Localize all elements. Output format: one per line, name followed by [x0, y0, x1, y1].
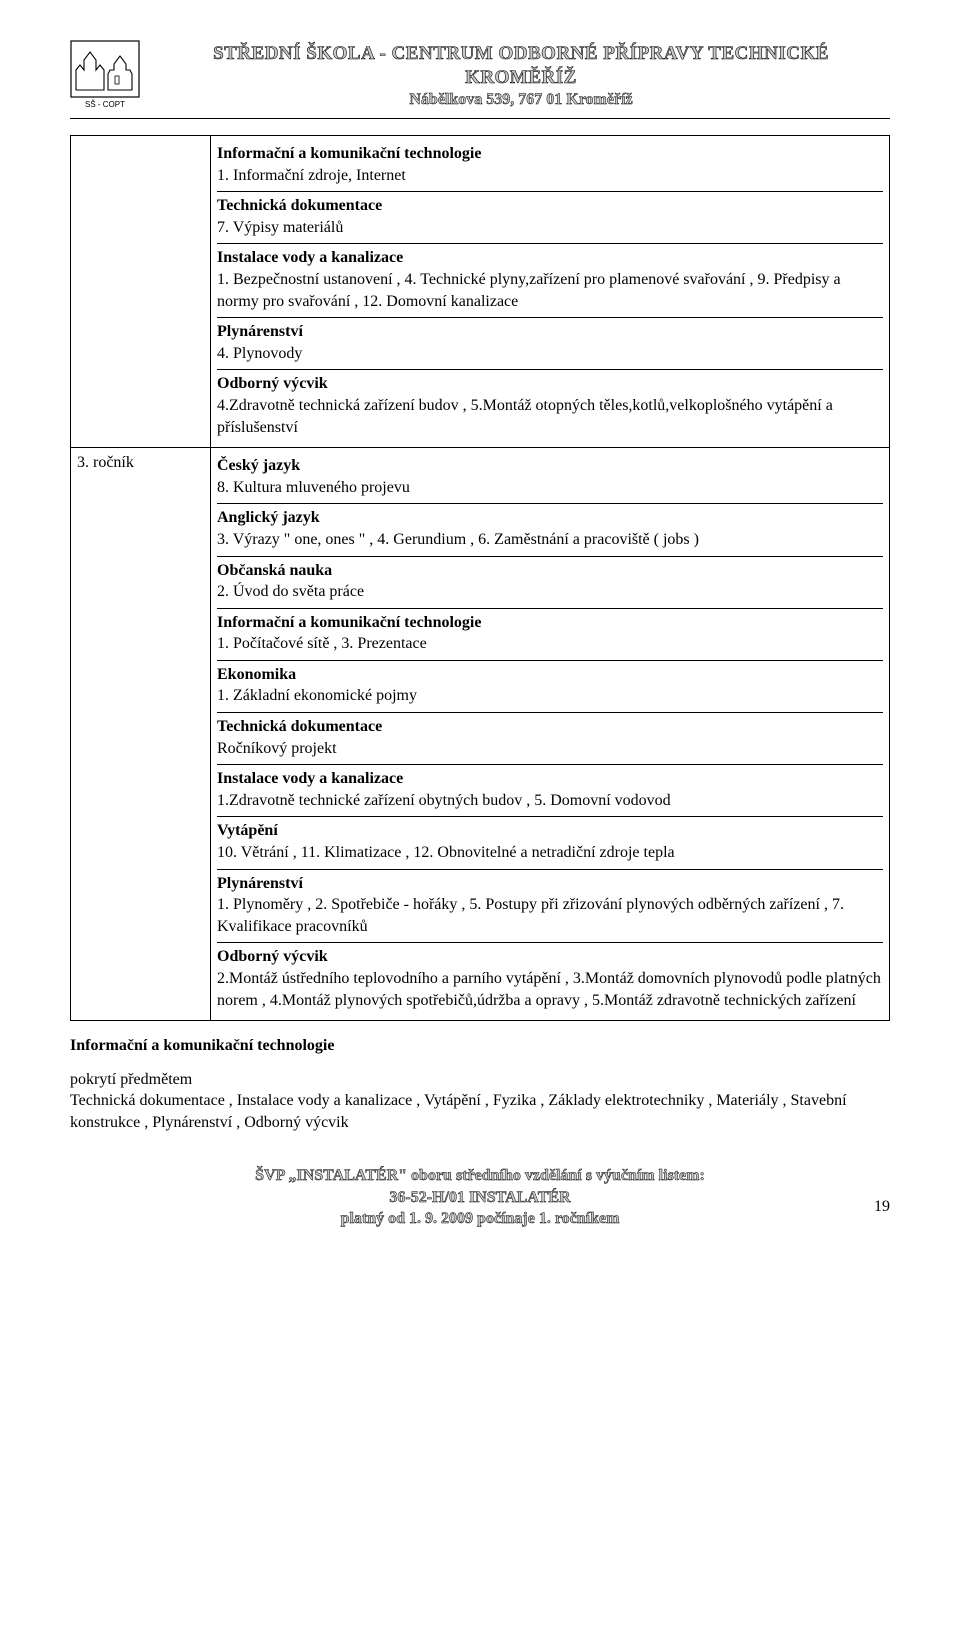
curriculum-table: Informační a komunikační technologie1. I… [70, 135, 890, 1021]
coverage-list: Technická dokumentace , Instalace vody a… [70, 1090, 890, 1133]
subject-title: Technická dokumentace [217, 195, 883, 217]
subjects-cell: Informační a komunikační technologie1. I… [211, 136, 890, 448]
year-cell [71, 136, 211, 448]
subject-text: 1. Základní ekonomické pojmy [217, 685, 883, 707]
logo-caption: SŠ - COPT [85, 100, 125, 109]
school-title-2: KROMĚŘÍŽ [152, 66, 890, 90]
subject-block: Technická dokumentace7. Výpisy materiálů [217, 192, 883, 244]
subject-title: Ekonomika [217, 664, 883, 686]
subject-block: Instalace vody a kanalizace1.Zdravotně t… [217, 765, 883, 817]
year-cell: 3. ročník [71, 448, 211, 1021]
subject-text: 1.Zdravotně technické zařízení obytných … [217, 790, 883, 812]
subject-text: Ročníkový projekt [217, 738, 883, 760]
footer-line-3: platný od 1. 9. 2009 počínaje 1. ročníke… [341, 1210, 620, 1227]
subject-text: 8. Kultura mluveného projevu [217, 477, 883, 499]
table-row: Informační a komunikační technologie1. I… [71, 136, 890, 448]
subject-block: Informační a komunikační technologie1. I… [217, 140, 883, 192]
subject-block: Odborný výcvik2.Montáž ústředního teplov… [217, 943, 883, 1016]
subject-block: Plynárenství4. Plynovody [217, 318, 883, 370]
subject-text: 2. Úvod do světa práce [217, 581, 883, 603]
school-title-1: STŘEDNÍ ŠKOLA - CENTRUM ODBORNÉ PŘÍPRAVY… [152, 42, 890, 66]
subject-text: 3. Výrazy " one, ones " , 4. Gerundium ,… [217, 529, 883, 551]
subject-title: Občanská nauka [217, 560, 883, 582]
subject-text: 4.Zdravotně technická zařízení budov , 5… [217, 395, 883, 438]
subject-block: Vytápění10. Větrání , 11. Klimatizace , … [217, 817, 883, 869]
subject-block: Instalace vody a kanalizace1. Bezpečnost… [217, 244, 883, 318]
school-logo: SŠ - COPT [70, 40, 140, 110]
school-address: Nábělkova 539, 767 01 Kroměříž [152, 91, 890, 109]
subject-text: 1. Plynoměry , 2. Spotřebiče - hořáky , … [217, 894, 883, 937]
subject-block: Technická dokumentaceRočníkový projekt [217, 713, 883, 765]
subject-title: Anglický jazyk [217, 507, 883, 529]
table-row: 3. ročník Český jazyk8. Kultura mluvenéh… [71, 448, 890, 1021]
subject-title: Technická dokumentace [217, 716, 883, 738]
subject-title: Plynárenství [217, 873, 883, 895]
footer-line-2: 36-52-H/01 INSTALATÉR [389, 1189, 570, 1206]
subject-block: Ekonomika1. Základní ekonomické pojmy [217, 661, 883, 713]
page-footer: ŠVP „INSTALATÉR" oboru středního vzdělán… [70, 1144, 890, 1230]
subject-title: Instalace vody a kanalizace [217, 768, 883, 790]
subject-title: Informační a komunikační technologie [217, 143, 883, 165]
subject-title: Český jazyk [217, 455, 883, 477]
subject-block: Plynárenství1. Plynoměry , 2. Spotřebiče… [217, 870, 883, 944]
subject-block: Anglický jazyk3. Výrazy " one, ones " , … [217, 504, 883, 556]
coverage-section: Informační a komunikační technologie pok… [70, 1035, 890, 1133]
subject-title: Instalace vody a kanalizace [217, 247, 883, 269]
subject-text: 1. Informační zdroje, Internet [217, 165, 883, 187]
subject-title: Plynárenství [217, 321, 883, 343]
subject-block: Občanská nauka2. Úvod do světa práce [217, 557, 883, 609]
subjects-cell: Český jazyk8. Kultura mluveného projevuA… [211, 448, 890, 1021]
subject-block: Český jazyk8. Kultura mluveného projevu [217, 452, 883, 504]
subject-text: 1. Bezpečnostní ustanovení , 4. Technick… [217, 269, 883, 312]
subject-text: 7. Výpisy materiálů [217, 217, 883, 239]
header-text: STŘEDNÍ ŠKOLA - CENTRUM ODBORNÉ PŘÍPRAVY… [152, 40, 890, 109]
subject-title: Odborný výcvik [217, 373, 883, 395]
subject-block: Odborný výcvik4.Zdravotně technická zaří… [217, 370, 883, 443]
page-header: SŠ - COPT STŘEDNÍ ŠKOLA - CENTRUM ODBORN… [70, 40, 890, 119]
subject-text: 2.Montáž ústředního teplovodního a parní… [217, 968, 883, 1011]
coverage-sub: pokrytí předmětem [70, 1069, 890, 1091]
footer-line-1: ŠVP „INSTALATÉR" oboru středního vzdělán… [255, 1167, 705, 1184]
subject-text: 1. Počítačové sítě , 3. Prezentace [217, 633, 883, 655]
coverage-heading: Informační a komunikační technologie [70, 1035, 890, 1057]
subject-title: Vytápění [217, 820, 883, 842]
subject-title: Informační a komunikační technologie [217, 612, 883, 634]
subject-text: 4. Plynovody [217, 343, 883, 365]
subject-title: Odborný výcvik [217, 946, 883, 968]
subject-block: Informační a komunikační technologie1. P… [217, 609, 883, 661]
page-number: 19 [874, 1198, 890, 1216]
subject-text: 10. Větrání , 11. Klimatizace , 12. Obno… [217, 842, 883, 864]
